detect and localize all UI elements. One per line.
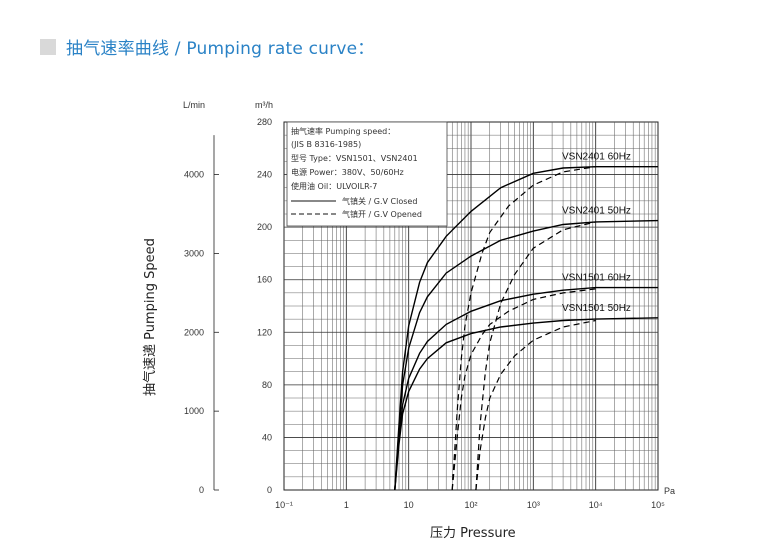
y-tick-label: 160	[257, 275, 272, 285]
y-tick-label: 200	[257, 222, 272, 232]
series-closed-line	[394, 219, 659, 491]
legend-line-3: 型号 Type：VSN1501、VSN2401	[291, 154, 418, 163]
x-unit-label: Pa	[664, 486, 675, 496]
series-opened-line	[451, 166, 596, 491]
legend-line-5: 使用油 Oil：ULVOILR-7	[291, 181, 377, 191]
series-label: VSN1501 50Hz	[562, 303, 631, 314]
y-unit-label: m³/h	[255, 100, 273, 110]
y-tick-label: 40	[262, 432, 272, 442]
section-header: 抽气速率曲线 / Pumping rate curve：	[40, 34, 374, 59]
series-label: VSN2401 50Hz	[562, 206, 631, 217]
x-tick-label: 10³	[527, 500, 540, 510]
y-tick-label: 80	[262, 380, 272, 390]
legend-opened-label: 气镇开 / G.V Opened	[342, 209, 422, 219]
x-tick-label: 10	[404, 500, 414, 510]
x-tick-label: 1	[344, 500, 349, 510]
y-tick-label: 0	[267, 485, 272, 495]
header-square-icon	[40, 38, 56, 55]
chart-curves	[394, 166, 659, 491]
legend-line-1: 抽气速率 Pumping speed：	[291, 126, 395, 136]
x-axis-title: 压力 Pressure	[430, 526, 516, 541]
legend-line-2: (JIS B 8316-1985)	[291, 140, 361, 149]
chart-legend: 抽气速率 Pumping speed： (JIS B 8316-1985) 型号…	[286, 121, 448, 227]
series-label: VSN2401 60Hz	[562, 152, 631, 163]
y2-tick-label: 0	[199, 485, 204, 495]
y-tick-label: 120	[257, 327, 272, 337]
y2-unit-label: L/min	[183, 100, 205, 110]
y-axis-title: 抽气速递 Pumping Speed	[142, 238, 158, 396]
x-tick-label: 10⁵	[651, 500, 665, 510]
y2-tick-label: 3000	[184, 248, 204, 258]
series-label: VSN1501 60Hz	[562, 273, 631, 284]
chart-labels: L/min m³/h Pa 压力 Pressure 抽气速递 Pumping S…	[142, 100, 675, 541]
legend-box	[286, 121, 448, 227]
series-opened-line	[451, 288, 596, 491]
y2-tick-label: 1000	[184, 406, 204, 416]
series-closed-line	[394, 286, 658, 491]
y2-tick-label: 2000	[184, 327, 204, 337]
series-opened-line	[475, 221, 596, 491]
y2-tick-label: 4000	[184, 170, 204, 180]
legend-line-4: 电源 Power：380V、50/60Hz	[291, 167, 404, 177]
x-tick-label: 10⁴	[589, 500, 603, 510]
series-closed-line	[394, 317, 659, 491]
x-tick-label: 10²	[464, 500, 477, 510]
page-title: 抽气速率曲线 / Pumping rate curve：	[66, 39, 375, 59]
y-tick-label: 240	[257, 170, 272, 180]
legend-closed-label: 气镇关 / G.V Closed	[342, 196, 417, 206]
series-closed-line	[394, 166, 658, 491]
y-tick-label: 280	[257, 117, 272, 127]
series-opened-line	[475, 319, 596, 491]
x-tick-label: 10⁻¹	[275, 500, 293, 510]
